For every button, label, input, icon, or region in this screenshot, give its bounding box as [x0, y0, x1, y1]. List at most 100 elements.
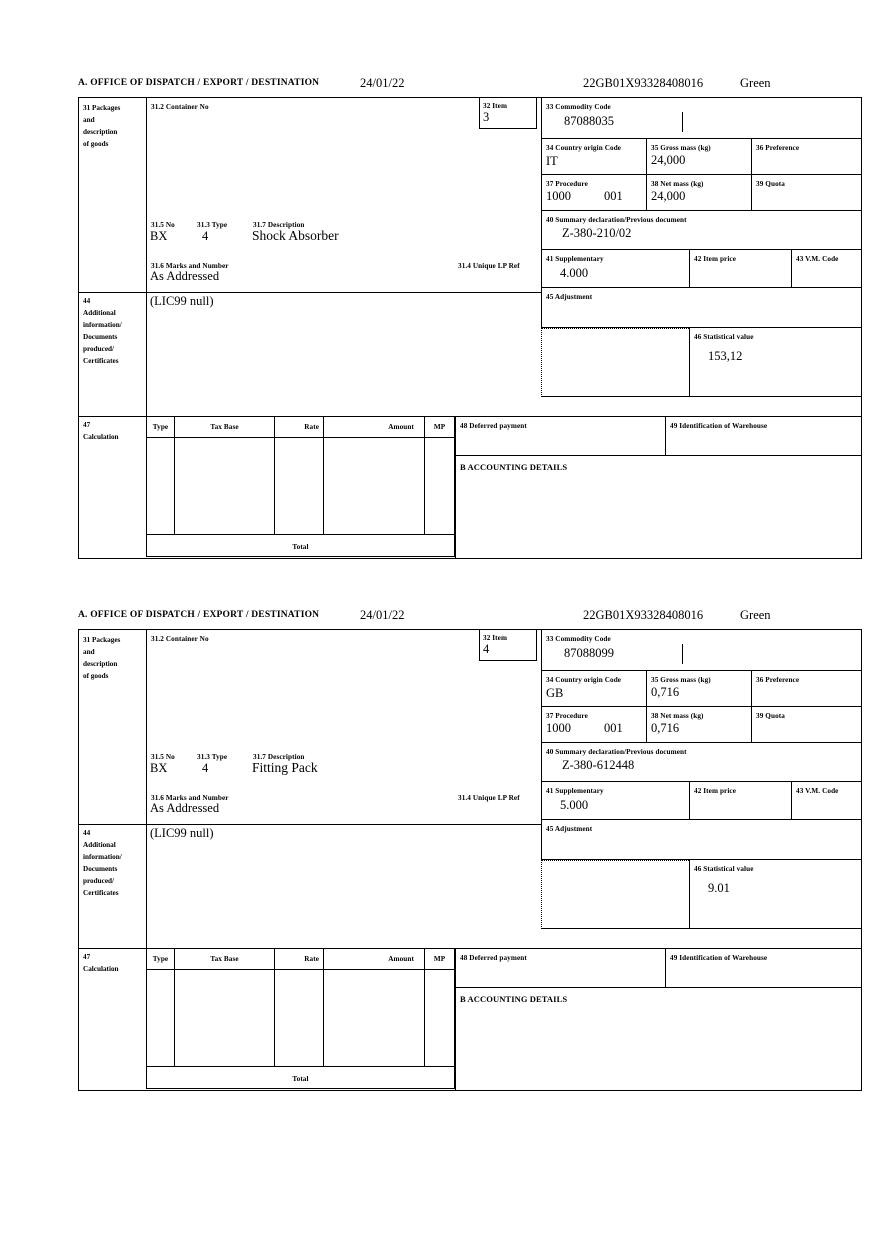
- box37-procedure[interactable]: 37 Procedure 1000 001: [541, 175, 646, 211]
- box32-item[interactable]: 32 Item 4: [479, 630, 537, 661]
- box44-stub-line-5: Certificates: [83, 889, 119, 897]
- box46-value: 153,12: [708, 349, 743, 363]
- box43-vm-code[interactable]: 43 V.M. Code: [791, 782, 861, 820]
- box36-label: 36 Preference: [756, 144, 800, 152]
- box33-commodity-code[interactable]: 33 Commodity Code 87088099: [541, 630, 861, 671]
- box47-body-mp[interactable]: [425, 438, 455, 535]
- box47-stub-line-1: Calculation: [83, 965, 119, 973]
- box32-item[interactable]: 32 Item 3: [479, 98, 537, 129]
- box47-body-amount[interactable]: [324, 970, 425, 1067]
- box39-label: 39 Quota: [756, 180, 785, 188]
- box47-body-taxbase[interactable]: [175, 438, 275, 535]
- box31-stub-line-1: and: [83, 116, 95, 124]
- box39-quota[interactable]: 39 Quota: [751, 707, 861, 743]
- box34-country-origin[interactable]: 34 Country origin Code GB: [541, 671, 646, 707]
- box35-value: 24,000: [651, 153, 686, 167]
- box44-value: (LIC99 null): [150, 826, 214, 840]
- sad-item-block-1: A. OFFICE OF DISPATCH / EXPORT / DESTINA…: [78, 76, 862, 559]
- box46-label: 46 Statistical value: [694, 865, 754, 873]
- block-header: A. OFFICE OF DISPATCH / EXPORT / DESTINA…: [78, 608, 862, 629]
- box45-label: 45 Adjustment: [546, 293, 593, 301]
- box47-calculation[interactable]: Type Tax Base Rate Amount MP: [146, 416, 541, 558]
- box40-previous-document[interactable]: 40 Summary declaration/Previous document…: [541, 743, 861, 782]
- box47-body-taxbase[interactable]: [175, 970, 275, 1067]
- box37-value2: 001: [604, 189, 623, 203]
- box38-net-mass[interactable]: 38 Net mass (kg) 0,716: [646, 707, 751, 743]
- box40-label: 40 Summary declaration/Previous document: [546, 216, 687, 224]
- box49-warehouse-id[interactable]: 49 Identification of Warehouse: [665, 948, 861, 988]
- box45-adjustment[interactable]: 45 Adjustment: [541, 820, 861, 860]
- box31-stub-line-2: description: [83, 660, 118, 668]
- box44-stub-line-3: Documents: [83, 865, 118, 873]
- box48-deferred-payment[interactable]: 48 Deferred payment: [455, 416, 665, 456]
- box39-label: 39 Quota: [756, 712, 785, 720]
- box34-country-origin[interactable]: 34 Country origin Code IT: [541, 139, 646, 175]
- box48-label: 48 Deferred payment: [460, 954, 527, 962]
- box42-item-price[interactable]: 42 Item price: [689, 782, 791, 820]
- box33-commodity-code[interactable]: 33 Commodity Code 87088035: [541, 98, 861, 139]
- box36-preference[interactable]: 36 Preference: [751, 671, 861, 707]
- box39-quota[interactable]: 39 Quota: [751, 175, 861, 211]
- box47-col-taxbase-label: Tax Base: [210, 423, 239, 431]
- box47-body-mp[interactable]: [425, 970, 455, 1067]
- box41-supplementary[interactable]: 41 Supplementary 5.000: [541, 782, 689, 820]
- box33-label: 33 Commodity Code: [546, 635, 611, 643]
- box46-statistical-value[interactable]: 46 Statistical value 9.01: [689, 860, 861, 929]
- box41-supplementary[interactable]: 41 Supplementary 4.000: [541, 250, 689, 288]
- box47-body-type[interactable]: [146, 438, 175, 535]
- box31-packages-description[interactable]: 31.2 Container No 31.5 No 31.3 Type 31.7…: [146, 98, 541, 292]
- box45-label: 45 Adjustment: [546, 825, 593, 833]
- box47-col-mp-label: MP: [433, 955, 446, 963]
- box49-warehouse-id[interactable]: 49 Identification of Warehouse: [665, 416, 861, 456]
- box41-value: 4.000: [560, 266, 589, 280]
- box44-additional-information[interactable]: (LIC99 null): [146, 292, 541, 416]
- box46-statistical-value[interactable]: 46 Statistical value 153,12: [689, 328, 861, 397]
- sad-item-block-2: A. OFFICE OF DISPATCH / EXPORT / DESTINA…: [78, 608, 862, 1091]
- box31-description-label: 31.7 Description: [253, 753, 305, 761]
- box47-total-row: Total: [146, 535, 455, 557]
- box31-stub-line-0: 31 Packages: [83, 104, 121, 112]
- box47-calculation[interactable]: Type Tax Base Rate Amount MP: [146, 948, 541, 1090]
- box47-body-rate[interactable]: [275, 438, 324, 535]
- box31-type-label: 31.3 Type: [197, 221, 228, 229]
- box42-item-price[interactable]: 42 Item price: [689, 250, 791, 288]
- box31-no-value: BX: [150, 229, 168, 243]
- box36-label: 36 Preference: [756, 676, 800, 684]
- box47-col-type: Type: [146, 949, 175, 970]
- box33-divider-tick: [682, 112, 683, 132]
- mrn-number: 22GB01X93328408016: [583, 608, 704, 622]
- box31-lpref-label: 31.4 Unique LP Ref: [458, 794, 520, 802]
- box47-col-type-label: Type: [152, 955, 169, 963]
- box40-previous-document[interactable]: 40 Summary declaration/Previous document…: [541, 211, 861, 250]
- boxB-label: B ACCOUNTING DETAILS: [460, 994, 568, 1004]
- box47-body-rate[interactable]: [275, 970, 324, 1067]
- box31-packages-description[interactable]: 31.2 Container No 31.5 No 31.3 Type 31.7…: [146, 630, 541, 824]
- box31-type-label: 31.3 Type: [197, 753, 228, 761]
- box47-body-type[interactable]: [146, 970, 175, 1067]
- box43-label: 43 V.M. Code: [796, 787, 839, 795]
- box44-stub-line-4: produced/: [83, 345, 115, 353]
- box31-container-label: 31.2 Container No: [151, 103, 209, 111]
- box35-gross-mass[interactable]: 35 Gross mass (kg) 0,716: [646, 671, 751, 707]
- office-of-dispatch-label: A. OFFICE OF DISPATCH / EXPORT / DESTINA…: [78, 78, 320, 88]
- box47-body-amount[interactable]: [324, 438, 425, 535]
- box37-procedure[interactable]: 37 Procedure 1000 001: [541, 707, 646, 743]
- box34-value: GB: [546, 686, 564, 700]
- box47-col-mp: MP: [425, 949, 455, 970]
- box31-stub-line-3: of goods: [83, 672, 109, 680]
- box35-gross-mass[interactable]: 35 Gross mass (kg) 24,000: [646, 139, 751, 175]
- box31-no-label: 31.5 No: [151, 221, 175, 229]
- box44-additional-information[interactable]: (LIC99 null): [146, 824, 541, 948]
- box36-preference[interactable]: 36 Preference: [751, 139, 861, 175]
- boxB-accounting-details[interactable]: B ACCOUNTING DETAILS: [455, 456, 861, 558]
- box33-label: 33 Commodity Code: [546, 103, 611, 111]
- boxB-accounting-details[interactable]: B ACCOUNTING DETAILS: [455, 988, 861, 1090]
- box38-label: 38 Net mass (kg): [651, 180, 704, 188]
- box44-stub-line-0: 44: [83, 297, 91, 305]
- box31-stub-line-2: description: [83, 128, 118, 136]
- box31-description-label: 31.7 Description: [253, 221, 305, 229]
- box45-adjustment[interactable]: 45 Adjustment: [541, 288, 861, 328]
- box38-net-mass[interactable]: 38 Net mass (kg) 24,000: [646, 175, 751, 211]
- box43-vm-code[interactable]: 43 V.M. Code: [791, 250, 861, 288]
- box48-deferred-payment[interactable]: 48 Deferred payment: [455, 948, 665, 988]
